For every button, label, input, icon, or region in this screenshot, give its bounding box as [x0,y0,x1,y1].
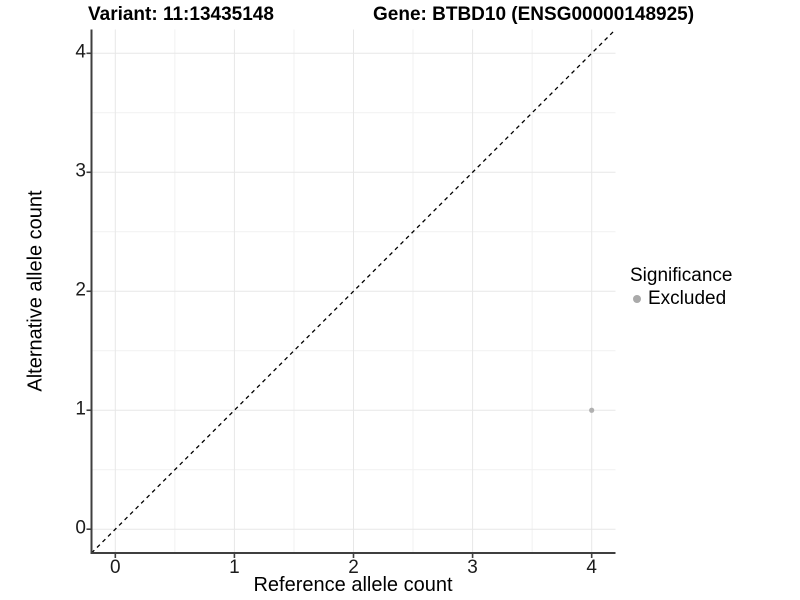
legend-item-label: Excluded [648,288,727,309]
legend-title: Significance [630,265,733,286]
x-tick-label-2: 2 [348,557,359,578]
legend: Significance Excluded [630,264,732,310]
x-tick-label-3: 3 [467,557,478,578]
data-point-excluded [589,407,595,413]
legend-item-excluded: Excluded [630,287,732,310]
plot-title-variant: Variant: 11:13435148 [88,4,274,25]
y-tick-label-3: 3 [75,160,86,182]
plot-title-gene: Gene: BTBD10 (ENSG00000148925) [373,4,695,25]
identity-line [91,29,616,554]
y-tick-label-1: 1 [75,398,86,420]
x-tick-label-0: 0 [110,557,121,578]
legend-point-icon [633,294,641,303]
y-tick-label-0: 0 [75,517,86,539]
y-axis-title: Alternative allele count [24,190,47,392]
x-tick-label-1: 1 [229,557,240,578]
x-tick-label-4: 4 [586,557,597,578]
y-tick-label-2: 2 [75,279,86,301]
x-axis-title: Reference allele count [253,574,453,596]
y-tick-label-4: 4 [75,41,86,63]
